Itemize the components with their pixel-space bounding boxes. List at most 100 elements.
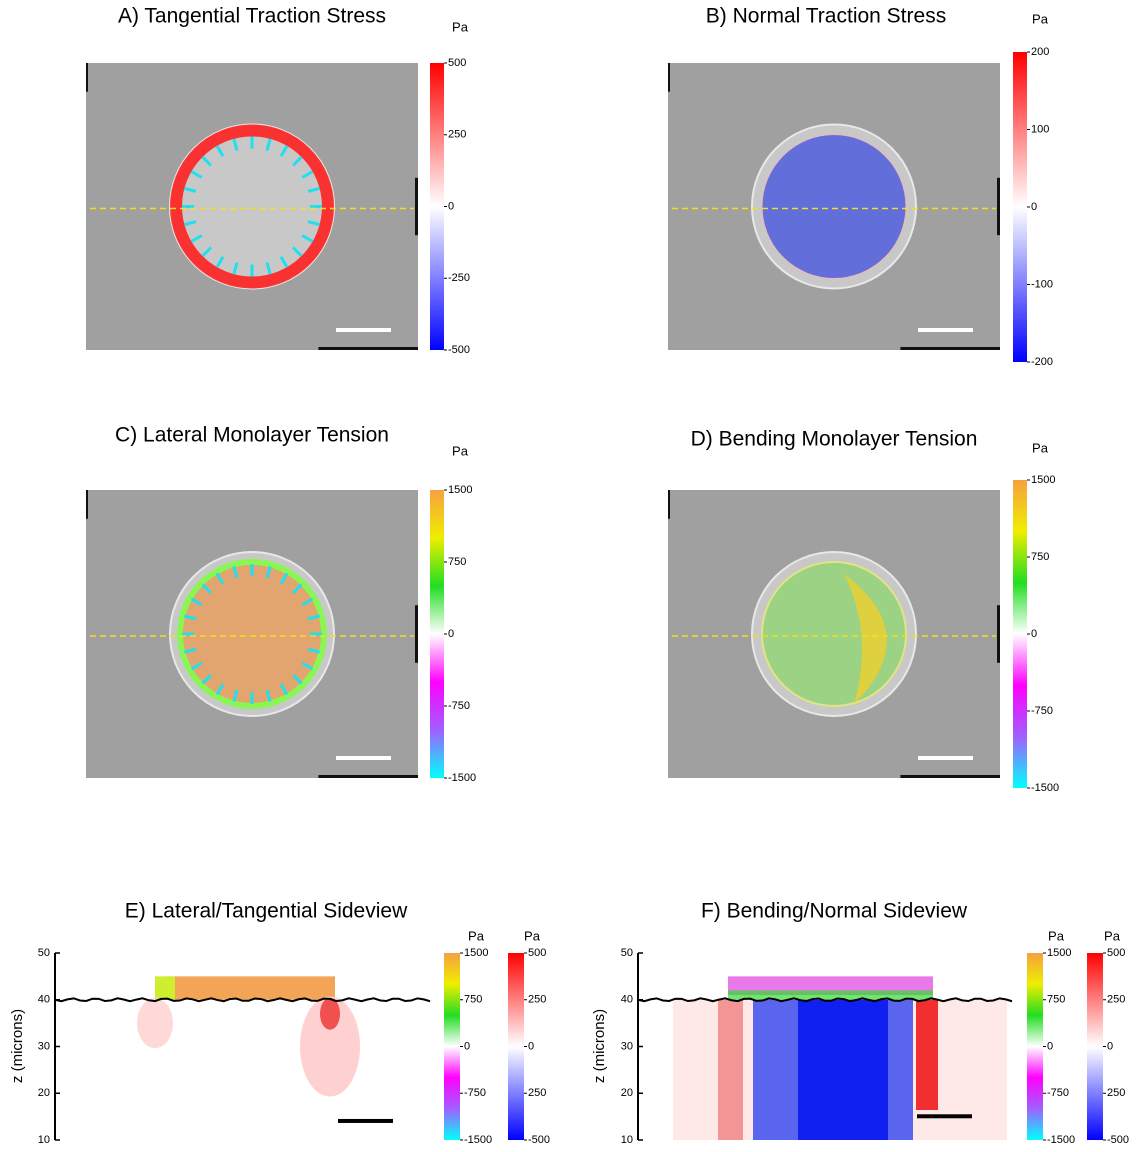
colorbar-label: Pa [1104,928,1121,943]
colorbar-tick-label: -1500 [1031,782,1059,794]
bending-band-green [728,990,933,1000]
traction-arrow [190,170,203,179]
colorbar-tick-label: 1500 [1047,947,1071,959]
traction-arrow [215,255,225,268]
tangential-blob [137,998,173,1049]
traction-arrow [291,246,303,258]
surface-line [637,997,1013,1003]
traction-arrow [201,583,213,595]
traction-arrow [279,145,289,158]
micrograph [668,490,1000,778]
traction-arrow [279,572,289,585]
traction-arrow [215,683,225,696]
y-tick-label: 20 [38,1087,50,1099]
colorbar-tick-label: 1500 [448,484,472,496]
colorbar-label: Pa [452,19,469,34]
stress-overlay [761,134,907,279]
y-tick-label: 20 [621,1087,633,1099]
colorbar [1027,953,1043,1140]
colorbar [430,63,444,350]
colorbar-tick-label: -750 [1031,705,1053,717]
image-border-left [86,63,88,92]
colorbar-tick-label: 0 [448,628,454,640]
lateral-band-edge [155,976,175,1000]
colorbar-tick-label: -500 [448,344,470,356]
image-border-bottom [900,347,1000,350]
scale-bar [336,756,391,760]
traction-arrow [190,661,203,671]
traction-arrow [307,647,321,654]
colorbar-tick-label: -500 [1107,1134,1129,1146]
traction-arrow [201,673,213,685]
sideview-plot: 10 20 30 40 50 z (microns) [591,947,1013,1146]
traction-arrow [265,689,272,703]
micrograph [86,63,418,350]
micrograph [86,490,418,778]
y-tick-label: 10 [621,1134,633,1146]
scale-bar [917,1114,972,1119]
colorbar [1013,480,1027,788]
colorbar-label: Pa [1048,928,1065,943]
y-tick-label: 50 [38,947,50,959]
traction-arrow [301,597,314,607]
normal-red-left [718,999,743,1140]
stress-overlay [177,559,327,709]
traction-arrow [291,583,303,595]
colorbar-tick-label: -1500 [464,1134,492,1146]
colorbar-tick-label: 0 [1107,1040,1113,1052]
colorbar-tick-label: 0 [1031,201,1037,213]
colorbar-tick-label: 750 [1031,551,1049,563]
colorbar-tick-label: 500 [1107,947,1125,959]
colorbar-tick-label: 250 [528,1087,546,1099]
traction-arrow [307,614,321,621]
traction-arrow [232,262,239,275]
y-tick-label: 40 [38,994,50,1006]
traction-arrow [265,565,272,579]
tangential-blob [300,996,360,1097]
colorbar-tick-label: -250 [448,272,470,284]
traction-arrow [301,234,314,243]
colorbar-tick-label: 0 [448,200,454,212]
scale-bar [338,1118,393,1123]
panel-title: C) Lateral Monolayer Tension [115,424,389,447]
image-border-bottom [318,347,418,350]
traction-arrow [232,565,239,579]
colorbar [1013,52,1027,362]
scale-bar [918,328,973,332]
colorbar-tick-label: -1500 [448,772,476,784]
panel-title: E) Lateral/Tangential Sideview [125,900,408,923]
colorbar-tick-label: 0 [1047,1040,1053,1052]
traction-arrow [201,155,213,167]
colorbar-tick-label: -200 [1031,356,1053,368]
traction-arrow [301,170,314,179]
stress-overlay [170,124,334,289]
colorbar-tick-label: -100 [1031,278,1053,290]
surface-line [54,997,431,1003]
micrograph [668,63,1000,350]
tangential-core [320,997,340,1030]
image-border-right [415,177,418,236]
colorbar-tick-label: 1500 [1031,474,1055,486]
y-tick-label: 40 [621,994,633,1006]
traction-arrow [183,647,197,654]
traction-arrow [291,155,303,167]
traction-arrow [307,220,321,227]
image-border-left [86,490,88,519]
image-border-right [997,605,1000,663]
traction-arrow [232,138,239,151]
colorbar-tick-label: 250 [448,129,466,141]
traction-arrow [301,661,314,671]
traction-arrow [265,138,272,151]
colorbar-tick-label: 0 [1031,628,1037,640]
colorbar-tick-label: 500 [528,947,546,959]
traction-arrow [291,673,303,685]
y-tick-label: 30 [38,1040,50,1052]
colorbar-label: Pa [1032,11,1049,26]
panel-title: B) Normal Traction Stress [706,5,946,28]
traction-arrow [265,262,272,275]
colorbar-label: Pa [524,928,541,943]
colorbar-tick-label: 0 [464,1040,470,1052]
traction-arrow [190,234,203,243]
colorbar-tick-label: 250 [528,994,546,1006]
colorbar-tick-label: -750 [1047,1087,1069,1099]
